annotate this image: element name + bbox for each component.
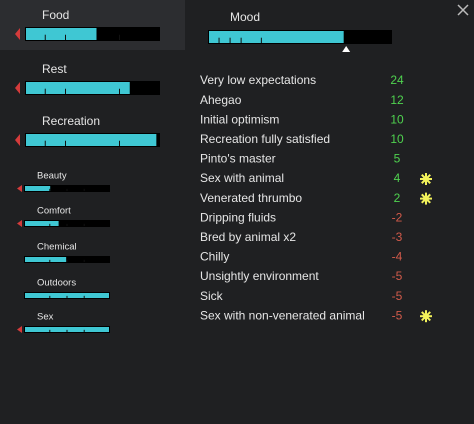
- bar-background: [24, 220, 110, 227]
- thought-label[interactable]: Unsightly environment: [200, 269, 319, 283]
- bar-fill: [25, 186, 51, 191]
- thought-label[interactable]: Bred by animal x2: [200, 230, 296, 244]
- need-label: Rest: [42, 62, 67, 76]
- close-button[interactable]: [457, 4, 469, 16]
- small-need-label: Beauty: [37, 171, 67, 182]
- thought-value: -5: [392, 269, 403, 283]
- ideology-star-icon: [420, 192, 432, 205]
- hover-highlight: [0, 0, 185, 50]
- thought-label[interactable]: Very low expectations: [200, 73, 316, 87]
- thought-value: 10: [390, 132, 404, 146]
- thought-value: -5: [392, 308, 403, 322]
- thought-value: -5: [392, 289, 403, 303]
- ideology-star-icon: [420, 173, 432, 185]
- thought-value: 24: [390, 73, 404, 87]
- trend-arrow: [17, 220, 22, 227]
- thought-label[interactable]: Recreation fully satisfied: [200, 132, 330, 146]
- thought-value: -4: [392, 250, 403, 264]
- small-need-label: Outdoors: [37, 278, 76, 289]
- bar-fill: [26, 28, 97, 40]
- mood-label: Mood: [230, 10, 260, 24]
- trend-arrow: [17, 185, 22, 192]
- thought-value: -2: [392, 210, 403, 224]
- thought-value: 5: [394, 152, 401, 166]
- thought-value: 4: [394, 171, 401, 185]
- bar-fill: [25, 257, 67, 262]
- thought-value: -3: [392, 230, 403, 244]
- bar-fill: [25, 221, 59, 226]
- bar-fill: [25, 327, 109, 332]
- thought-label[interactable]: Sex with animal: [200, 171, 284, 185]
- thought-label[interactable]: Venerated thrumbo: [200, 191, 302, 205]
- bar-fill: [209, 31, 344, 43]
- trend-arrow: [15, 82, 20, 94]
- thought-label[interactable]: Sex with non-venerated animal: [200, 308, 365, 322]
- thought-label[interactable]: Pinto's master: [200, 152, 276, 166]
- thought-value: 10: [390, 112, 404, 126]
- need-label: Recreation: [42, 114, 100, 128]
- small-need-label: Sex: [37, 312, 54, 323]
- ideology-star-icon: [420, 310, 432, 323]
- need-label: Food: [42, 8, 69, 22]
- small-need-label: Chemical: [37, 242, 77, 253]
- bar-fill: [26, 82, 130, 94]
- thought-label[interactable]: Ahegao: [200, 93, 242, 107]
- thought-value: 2: [394, 191, 401, 205]
- thought-value: 12: [390, 93, 404, 107]
- bar-fill: [25, 293, 109, 298]
- thought-label[interactable]: Initial optimism: [200, 112, 279, 126]
- thought-label[interactable]: Sick: [200, 289, 224, 303]
- bar-background: [24, 256, 110, 263]
- bar-fill: [26, 134, 157, 146]
- thought-label[interactable]: Dripping fluids: [200, 210, 276, 224]
- trend-arrow: [17, 326, 22, 333]
- trend-arrow: [15, 28, 20, 40]
- trend-arrow: [15, 134, 20, 146]
- small-need-label: Comfort: [37, 206, 71, 217]
- mood-threshold-marker: [342, 46, 351, 52]
- bar-background: [24, 185, 110, 192]
- thought-label[interactable]: Chilly: [200, 250, 229, 264]
